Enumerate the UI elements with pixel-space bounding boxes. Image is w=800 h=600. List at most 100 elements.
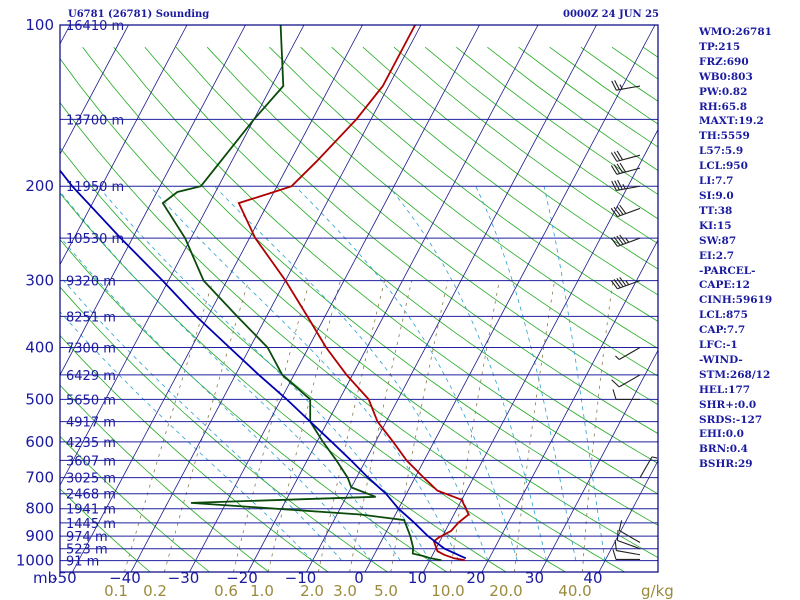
height-label: 91 m [66,555,99,570]
mixing-ratio-tick-label: 0.1 [104,582,128,600]
index-item: CAP:7.7 [699,324,746,337]
isotherms [0,25,658,572]
index-item: LCL:950 [699,160,748,173]
index-item: SI:9.0 [699,189,734,202]
mixing-ratio-line [349,280,413,572]
dewpoint-profile [161,25,442,562]
isotherm-line [540,349,658,572]
stability-indices-panel: WMO:26781 TP:215 FRZ:690 WB0:803 PW:0.82 RH:6… [699,25,772,472]
height-label: 1941 m [66,503,116,518]
height-label: 7300 m [66,341,116,356]
isotherm-line [60,25,129,156]
temperature-tick-label: 30 [525,569,544,587]
height-label: 16410 m [66,19,124,34]
moist-adiabat-line [97,185,430,561]
dry-adiabat-line [60,146,566,572]
wind-barb [611,80,641,91]
dry-adiabat-line [60,286,388,572]
mixing-ratio-tick-label: 2.0 [300,582,324,600]
index-item: EHI:0.0 [699,428,744,441]
index-item: FRZ:690 [699,55,749,68]
dry-adiabat-line [60,384,270,572]
dry-adiabat-line [60,238,447,572]
temperature-tick-label: 20 [466,569,485,587]
mixing-ratio-line [514,280,555,572]
temperature-profile [237,25,470,562]
index-item: KI:15 [699,219,732,232]
index-item: WMO:26781 [699,26,772,38]
height-label: 4917 m [66,416,116,431]
station-title: U6781 (26781) Sounding [68,9,210,20]
index-item: SW:87 [699,234,737,247]
dry-adiabats [60,46,658,572]
isotherm-line [0,25,11,572]
dry-adiabat-line [60,334,329,572]
index-item: L57:5.9 [699,145,744,158]
wind-barbs [610,80,658,561]
dry-adiabat-line [175,46,658,435]
index-item: SRDS:-127 [699,413,763,426]
temperature-tick-label: −10 [285,569,317,587]
temperature-tick-label: 0 [354,569,364,587]
mixing-ratio-tick-label: 40.0 [558,582,591,600]
wind-barb [610,204,641,218]
mixing-ratio-tick-label: 3.0 [333,582,357,600]
pressure-tick-label: 900 [25,527,54,545]
isotherm-line [60,25,305,487]
mixing-ratio-line [164,280,249,572]
moist-adiabat-line [214,185,489,561]
height-label: 10530 m [66,232,124,247]
dry-adiabat-line [269,46,658,349]
pressure-tick-label: 700 [25,469,54,487]
wind-barb [618,520,641,543]
wind-barb [610,234,641,247]
height-label: 2468 m [66,488,116,503]
pressure-tick-label: 500 [25,390,54,408]
index-item: HEL:177 [699,383,751,396]
wind-barb [639,456,658,478]
height-label: 3025 m [66,472,116,487]
temperature-tick-label: 40 [583,569,602,587]
height-label: 523 m [66,543,108,558]
dry-adiabat-line [362,46,658,270]
height-label: 11950 m [66,180,124,195]
dry-adiabat-line [60,488,151,572]
wind-barb [610,162,641,175]
isotherm-line [60,25,188,266]
index-item: STM:268/12 [699,368,771,381]
index-item: PW:0.82 [699,85,748,98]
index-item: CAPE:12 [699,279,750,292]
pressure-tick-label: 800 [25,500,54,518]
dry-adiabat-line [144,46,658,464]
mixing-ratio-line [582,280,614,572]
wind-barb [614,540,641,556]
isobars [60,25,658,562]
index-item: BRN:0.4 [699,443,748,456]
plot-frame [59,24,659,573]
height-label: 4235 m [66,436,116,451]
dry-adiabat-line [238,46,658,377]
wind-barb [610,150,641,162]
pressure-tick-label: 200 [25,177,54,195]
wind-barb [616,530,641,550]
temperature-tick-label: −40 [109,569,141,587]
index-item: BSHR:29 [699,458,753,471]
pressure-tick-label: 100 [25,16,54,34]
index-item: -WIND- [699,353,743,366]
height-label: 1445 m [66,517,116,532]
index-item: LCL:875 [699,309,748,322]
mixing-ratio-lines [124,280,614,572]
wind-barb [610,277,641,290]
pressure-tick-label: 1000 [16,552,54,570]
isotherm-line [364,25,656,572]
temperature-tick-label: 10 [408,569,427,587]
temperature-tick-label: −30 [168,569,200,587]
height-label: 8251 m [66,310,116,325]
isotherm-line [598,459,658,572]
dry-adiabat-line [82,46,658,526]
index-item: EI:2.7 [699,249,735,262]
index-item: TP:215 [699,40,741,53]
mixing-ratio-line [267,280,341,572]
mixing-ratio-tick-label: 0.2 [143,582,167,600]
